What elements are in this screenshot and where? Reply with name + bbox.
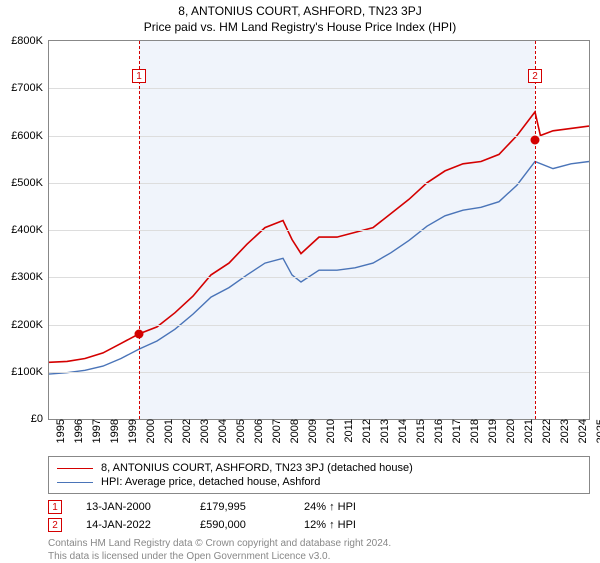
plot-area: £0£100K£200K£300K£400K£500K£600K£700K£80… (48, 40, 590, 420)
sale-marker-dot (531, 136, 540, 145)
sale-marker-box: 2 (528, 69, 542, 83)
chart-title: 8, ANTONIUS COURT, ASHFORD, TN23 3PJ (0, 0, 600, 18)
y-axis-label: £600K (11, 130, 49, 142)
x-axis-label: 2023 (557, 419, 571, 443)
x-axis-label: 1999 (125, 419, 139, 443)
x-axis-label: 2000 (143, 419, 157, 443)
x-axis-label: 2011 (341, 419, 355, 443)
x-axis-label: 2024 (575, 419, 589, 443)
x-axis-label: 2002 (179, 419, 193, 443)
x-axis-label: 2014 (395, 419, 409, 443)
y-axis-label: £200K (11, 319, 49, 331)
legend-label: 8, ANTONIUS COURT, ASHFORD, TN23 3PJ (de… (101, 462, 413, 474)
gridline (49, 88, 589, 89)
x-axis-label: 2012 (359, 419, 373, 443)
x-axis-label: 2008 (287, 419, 301, 443)
sale-row: 1 13-JAN-2000 £179,995 24% ↑ HPI (48, 498, 590, 516)
y-axis-label: £100K (11, 366, 49, 378)
y-axis-label: £700K (11, 82, 49, 94)
gridline (49, 136, 589, 137)
x-axis-label: 2006 (251, 419, 265, 443)
legend-label: HPI: Average price, detached house, Ashf… (101, 476, 320, 488)
attribution: Contains HM Land Registry data © Crown c… (48, 538, 590, 563)
legend-swatch (57, 482, 93, 483)
sale-row: 2 14-JAN-2022 £590,000 12% ↑ HPI (48, 516, 590, 534)
sale-marker-line (139, 41, 140, 419)
x-axis-label: 2001 (161, 419, 175, 443)
x-axis-label: 2019 (485, 419, 499, 443)
x-axis-label: 1997 (89, 419, 103, 443)
x-axis-label: 2013 (377, 419, 391, 443)
sale-pct: 24% ↑ HPI (304, 501, 356, 513)
sale-price: £179,995 (200, 501, 280, 513)
y-axis-label: £0 (31, 413, 49, 425)
gridline (49, 183, 589, 184)
sale-marker-line (535, 41, 536, 419)
y-axis-label: £500K (11, 177, 49, 189)
x-axis-label: 2020 (503, 419, 517, 443)
chart-container: 8, ANTONIUS COURT, ASHFORD, TN23 3PJ Pri… (0, 0, 600, 560)
sale-row-marker: 1 (48, 500, 62, 514)
sale-marker-dot (135, 329, 144, 338)
x-axis-label: 2010 (323, 419, 337, 443)
y-axis-label: £800K (11, 35, 49, 47)
y-axis-label: £300K (11, 271, 49, 283)
legend: 8, ANTONIUS COURT, ASHFORD, TN23 3PJ (de… (48, 456, 590, 494)
x-axis-label: 2009 (305, 419, 319, 443)
gridline (49, 277, 589, 278)
x-axis-label: 2018 (467, 419, 481, 443)
x-axis-label: 2016 (431, 419, 445, 443)
legend-row: 8, ANTONIUS COURT, ASHFORD, TN23 3PJ (de… (57, 461, 581, 475)
gridline (49, 325, 589, 326)
chart-subtitle: Price paid vs. HM Land Registry's House … (0, 18, 600, 40)
sale-marker-box: 1 (132, 69, 146, 83)
attribution-line: This data is licensed under the Open Gov… (48, 551, 590, 563)
x-axis-label: 2025 (593, 419, 600, 443)
x-axis-label: 2015 (413, 419, 427, 443)
x-axis-label: 1998 (107, 419, 121, 443)
x-axis-label: 2003 (197, 419, 211, 443)
x-axis-label: 2005 (233, 419, 247, 443)
gridline (49, 372, 589, 373)
sale-date: 14-JAN-2022 (86, 519, 176, 531)
x-axis-label: 2021 (521, 419, 535, 443)
attribution-line: Contains HM Land Registry data © Crown c… (48, 538, 590, 551)
sale-row-marker: 2 (48, 518, 62, 532)
legend-swatch (57, 468, 93, 469)
x-axis-label: 2004 (215, 419, 229, 443)
sale-price: £590,000 (200, 519, 280, 531)
series-hpi (49, 162, 589, 375)
y-axis-label: £400K (11, 224, 49, 236)
x-axis-label: 2017 (449, 419, 463, 443)
sales-table: 1 13-JAN-2000 £179,995 24% ↑ HPI 2 14-JAN-202… (48, 498, 590, 534)
x-axis-label: 2007 (269, 419, 283, 443)
gridline (49, 230, 589, 231)
sale-date: 13-JAN-2000 (86, 501, 176, 513)
x-axis-label: 2022 (539, 419, 553, 443)
legend-row: HPI: Average price, detached house, Ashf… (57, 475, 581, 489)
x-axis-label: 1996 (71, 419, 85, 443)
sale-pct: 12% ↑ HPI (304, 519, 356, 531)
x-axis-label: 1995 (53, 419, 67, 443)
